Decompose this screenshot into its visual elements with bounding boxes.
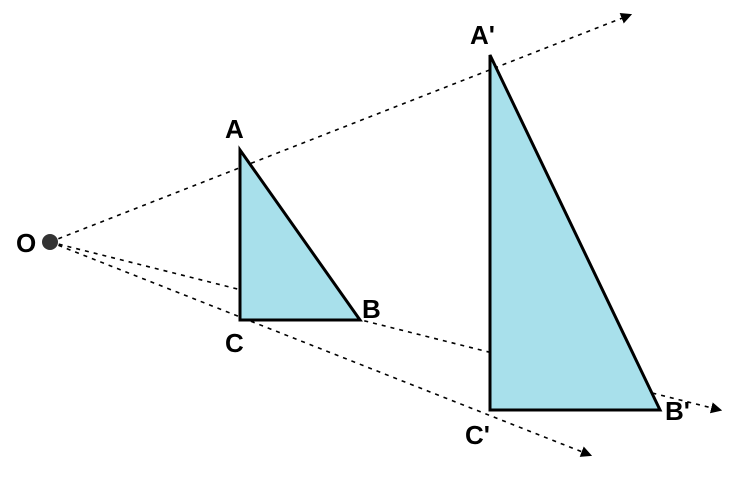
- center-of-dilation-point: [42, 234, 58, 250]
- label-C: C: [225, 328, 244, 358]
- label-A: A: [225, 114, 244, 144]
- label-A-prime: A': [470, 20, 495, 50]
- label-B: B: [362, 294, 381, 324]
- label-C-prime: C': [465, 420, 490, 450]
- label-B-prime: B': [665, 396, 690, 426]
- label-O: O: [16, 228, 36, 258]
